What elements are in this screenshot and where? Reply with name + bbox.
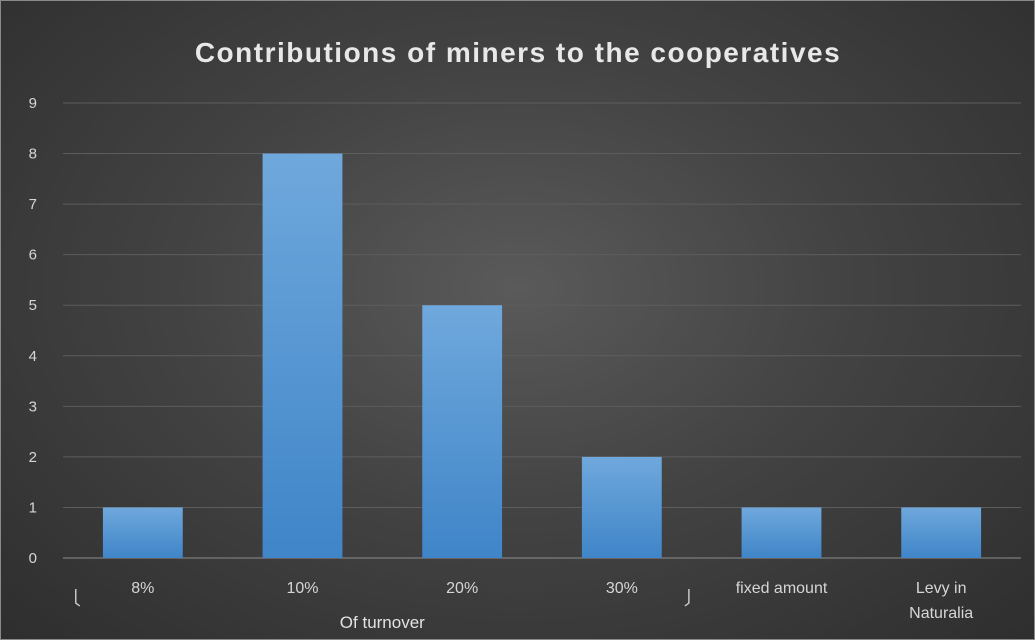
y-tick-label: 8	[29, 146, 37, 163]
bar	[581, 456, 662, 558]
chart-title: Contributions of miners to the cooperati…	[195, 37, 841, 68]
y-tick-label: 2	[29, 449, 37, 466]
y-tick-label: 0	[29, 550, 37, 567]
x-category-label: 8%	[131, 580, 154, 597]
y-axis-ticks: 0 1 2 3 4 5 6 7 8 9	[29, 95, 37, 567]
y-tick-label: 5	[29, 297, 37, 314]
bar	[262, 153, 343, 559]
bars	[102, 153, 982, 559]
y-tick-label: 3	[29, 398, 37, 415]
y-tick-label: 4	[29, 348, 37, 365]
y-tick-label: 1	[29, 499, 37, 516]
x-category-label: 20%	[446, 580, 478, 597]
x-category-label: Levy in	[916, 580, 967, 597]
group-bracket-right	[684, 589, 690, 607]
x-category-label: 10%	[286, 580, 318, 597]
y-tick-label: 7	[29, 196, 37, 213]
group-bracket-left	[75, 589, 81, 607]
x-category-label: 30%	[606, 580, 638, 597]
y-tick-label: 6	[29, 247, 37, 264]
bar	[901, 507, 982, 558]
group-annotation: Of turnover	[75, 589, 690, 632]
bar	[102, 507, 183, 558]
group-label-of-turnover: Of turnover	[340, 613, 425, 632]
x-axis-labels: 8% 10% 20% 30% fixed amount Levy in Naturalia	[131, 580, 973, 622]
bar	[741, 507, 822, 558]
x-category-label: fixed amount	[736, 580, 828, 597]
x-category-label: Naturalia	[909, 605, 973, 622]
grid-lines	[63, 102, 1021, 559]
y-tick-label: 9	[29, 95, 37, 112]
bar	[422, 305, 503, 558]
